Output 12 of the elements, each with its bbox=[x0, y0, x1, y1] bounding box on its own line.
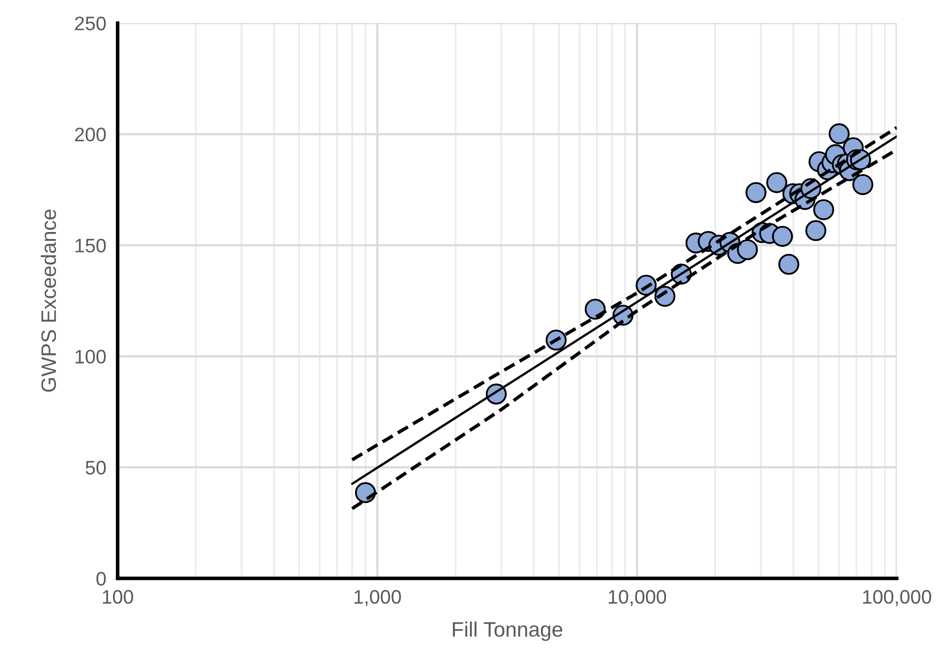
y-tick-label: 250 bbox=[75, 16, 106, 30]
y-axis-title: GWPS Exceedance bbox=[40, 210, 56, 392]
x-tick-label: 100 bbox=[102, 590, 134, 604]
x-tick-label: 100,000 bbox=[863, 590, 932, 606]
x-tick-label: 10,000 bbox=[608, 590, 666, 606]
y-tick-label: 200 bbox=[75, 128, 106, 142]
x-axis-title: Fill Tonnage bbox=[452, 622, 562, 641]
y-tick-label: 50 bbox=[86, 460, 106, 475]
y-tick-label: 150 bbox=[76, 238, 106, 252]
y-tick-label: 0 bbox=[96, 572, 106, 586]
y-tick-label: 100 bbox=[76, 350, 106, 364]
x-tick-label: 1,000 bbox=[354, 590, 401, 606]
